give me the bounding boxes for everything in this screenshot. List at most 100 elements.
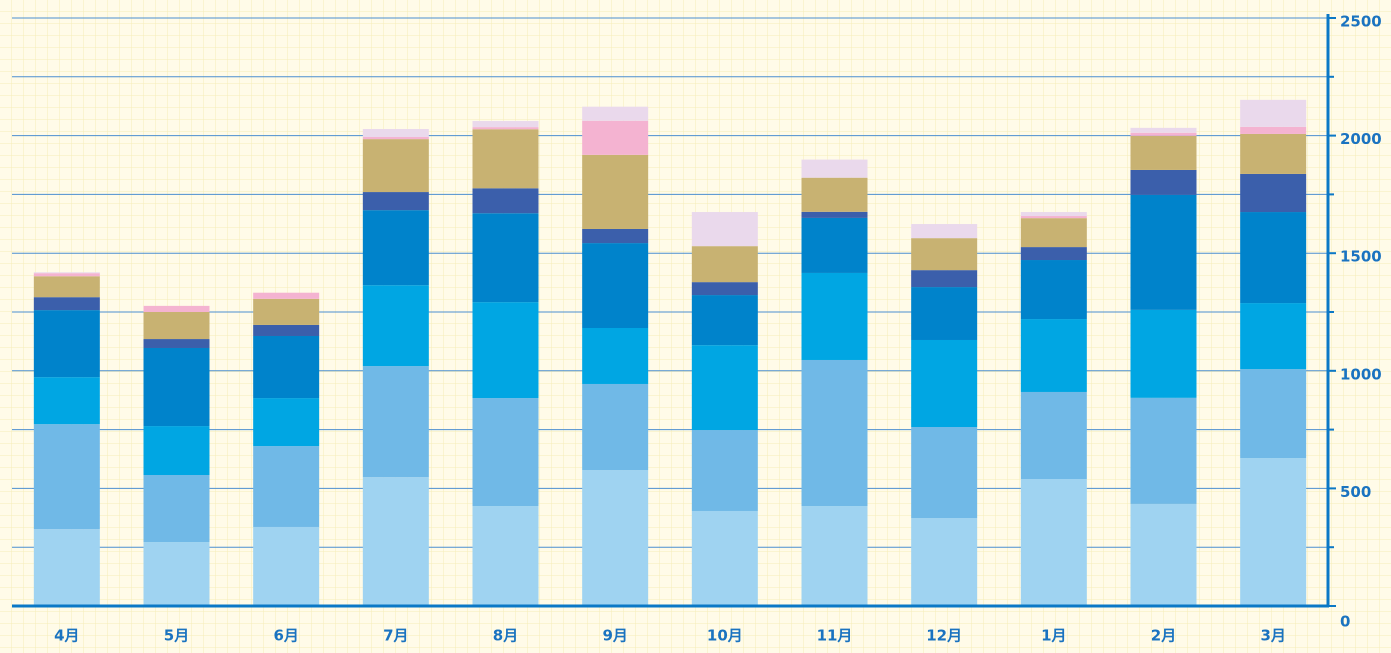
bar-segment [253,292,320,299]
bar-segment [1020,212,1087,217]
bar-segment [582,154,649,229]
bar-segment [1240,458,1307,606]
bar-segment [691,510,758,606]
bar-segment [911,224,978,239]
bar-segment [1240,133,1307,174]
bar-segment [911,287,978,340]
y-tick-label: 1500 [1340,248,1382,266]
y-tick-label: 0 [1340,613,1350,631]
bar-segment [33,424,100,530]
bar-segment [1130,194,1197,310]
bar-segment [691,282,758,296]
bar-segment [1130,309,1197,398]
x-tick-label: 2月 [1151,627,1176,645]
bar-segment [582,383,649,471]
bar-segment [1020,260,1087,320]
bar-segment [143,474,210,543]
bar-segment [582,106,649,121]
bar-segment [253,324,320,336]
bar-segment [33,310,100,378]
bar-segment [472,302,539,399]
x-tick-label: 8月 [493,627,518,645]
bar-segment [1020,478,1087,606]
bar-segment [143,426,210,475]
y-tick-label: 500 [1340,483,1371,501]
y-tick-label: 2500 [1340,13,1382,31]
x-tick-label: 7月 [383,627,408,645]
bar-segment [691,246,758,283]
bar-segment [362,129,429,138]
bar-segment [362,139,429,193]
bar-segment [1240,126,1307,134]
bar-segment [143,312,210,340]
x-tick-label: 11月 [817,627,853,645]
bar-segment [911,339,978,428]
bar-segment [143,305,210,312]
bar-segment [33,297,100,311]
bar-segment [33,377,100,425]
x-tick-label: 5月 [164,627,189,645]
bar-segment [801,177,868,212]
bar-segment [801,217,868,273]
bar-segment [1130,132,1197,136]
bar-segment [33,276,100,298]
x-tick-label: 1月 [1041,627,1066,645]
bar-segment [472,188,539,214]
bar-segment [1020,247,1087,261]
bar-segment [1240,99,1307,127]
bar-segment [253,446,320,527]
bar-segment [1020,218,1087,248]
bar-segment [801,506,868,606]
bar-segment [253,298,320,325]
bar-segment [1240,369,1307,459]
x-tick-label: 10月 [707,627,743,645]
bar-segment [143,347,210,427]
bar-segment [1020,391,1087,479]
bar-segment [1020,216,1087,219]
bar-segment [472,127,539,130]
bar-segment [1130,127,1197,133]
bar-segment [362,210,429,286]
bar-segment [33,529,100,606]
bar-segment [33,272,100,274]
bar-segment [143,542,210,606]
bar-segment [911,270,978,288]
bar-segment [1130,397,1197,504]
bar-segment [362,137,429,140]
bar-segment [253,526,320,606]
bar-segment [362,477,429,606]
bar-segment [691,212,758,247]
x-tick-label: 4月 [54,627,79,645]
bar-segment [1020,319,1087,392]
bar-segment [362,192,429,211]
bar-segment [253,398,320,447]
bar-segment [1130,503,1197,606]
bar-segment [472,398,539,507]
bar-segment [582,327,649,384]
bar-segment [1240,212,1307,304]
bar-segment [911,518,978,606]
bar-segment [691,295,758,346]
bar-segment [33,273,100,277]
bar-segment [582,243,649,328]
x-tick-label: 6月 [273,627,298,645]
bar-segment [801,359,868,507]
bar-segment [801,272,868,360]
bar-segment [143,339,210,348]
bar-segment [691,430,758,511]
bar-segment [911,427,978,519]
y-tick-label: 2000 [1340,130,1382,148]
bar-segment [582,470,649,606]
bar-segment [1240,173,1307,213]
bar-segment [362,285,429,367]
bar-segment [362,366,429,478]
bar-segment [582,228,649,244]
bar-segment [1130,169,1197,195]
bar-segment [582,120,649,155]
bar-segment [472,129,539,189]
y-tick-label: 1000 [1340,365,1382,383]
bar-segment [801,159,868,178]
x-tick-label: 12月 [926,627,962,645]
bar-segment [801,211,868,218]
